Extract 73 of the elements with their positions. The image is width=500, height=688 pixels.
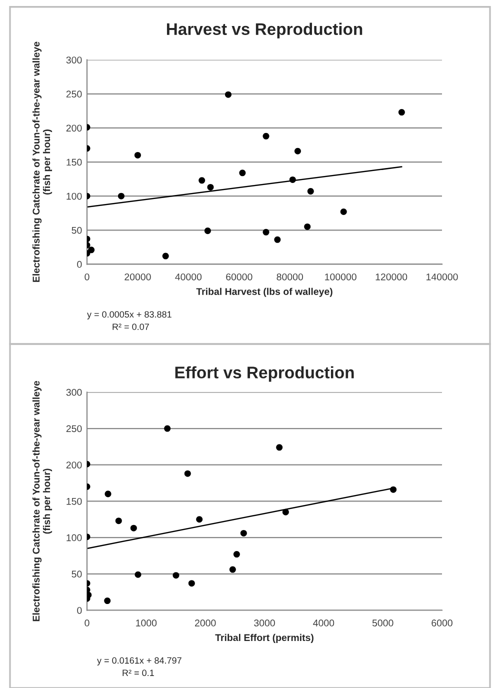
- y-tick-label: 250: [66, 425, 82, 432]
- point: [104, 598, 111, 604]
- text: R² = 0.1: [122, 670, 154, 676]
- point: [276, 444, 283, 451]
- y-tick-label: 100: [66, 534, 82, 542]
- point: [204, 228, 211, 234]
- point: [262, 132, 270, 140]
- y-tick-label: 150: [66, 158, 82, 166]
- x-tick-label: 1000: [136, 620, 157, 626]
- y-tick-label: 0: [77, 260, 82, 268]
- x-axis-title: Tribal Harvest (lbs of walleye): [196, 288, 332, 297]
- point: [398, 109, 405, 116]
- x-tick-label: 20000: [124, 273, 151, 280]
- point: [88, 246, 95, 254]
- point: [240, 530, 247, 536]
- point: [229, 566, 236, 573]
- y-tick-label: 50: [72, 226, 82, 234]
- x-tick-label: 4000: [313, 620, 334, 626]
- x-tick-label: 120000: [376, 273, 408, 280]
- text: y = 0.0005x + 83.881: [87, 311, 172, 320]
- y-tick-label: 100: [66, 192, 82, 200]
- y-tick-label: 0: [77, 606, 82, 614]
- point: [134, 152, 141, 158]
- point: [130, 524, 137, 532]
- point: [207, 184, 214, 190]
- x-tick-label: 60000: [226, 273, 252, 280]
- x-tick-label: 0: [84, 620, 90, 626]
- x-tick-label: 40000: [175, 273, 202, 280]
- point: [104, 490, 112, 498]
- point: [304, 223, 311, 230]
- point: [233, 551, 240, 558]
- point: [118, 192, 124, 200]
- y-tick-label: 300: [66, 388, 82, 396]
- x-tick-label: 0: [84, 273, 90, 280]
- text: R² = 0.07: [112, 324, 149, 330]
- point: [164, 425, 171, 432]
- y-tick-label: 50: [72, 570, 82, 578]
- x-tick-label: 3000: [254, 620, 275, 626]
- x-tick-label: 80000: [276, 273, 303, 280]
- point: [282, 508, 289, 516]
- x-tick-label: 5000: [372, 620, 394, 626]
- point: [188, 580, 195, 587]
- point: [196, 516, 203, 523]
- point: [262, 228, 270, 236]
- point: [289, 176, 296, 183]
- y-tick-label: 150: [66, 498, 82, 505]
- point: [390, 486, 397, 493]
- point: [307, 188, 314, 195]
- point: [172, 572, 180, 579]
- x-tick-label: 6000: [432, 620, 452, 626]
- y-tick-label: 200: [66, 124, 82, 132]
- y-tick-label: 200: [66, 462, 82, 468]
- point: [239, 170, 246, 176]
- chart-title: Effort vs Reproduction: [175, 366, 354, 382]
- point: [224, 91, 232, 98]
- point: [294, 148, 301, 154]
- point: [162, 252, 169, 260]
- y-axis-title: Electrofishing Catchrate of Youn-of-the-year walleye (fish per hour): [32, 380, 52, 622]
- x-axis-title: Tribal Effort (permits): [215, 634, 314, 643]
- y-axis-title: Electrofishing Catchrate of Youn-of-the-year walleye (fish per hour): [32, 42, 52, 282]
- point: [340, 208, 347, 216]
- x-tick-label: 2000: [195, 620, 216, 626]
- point: [134, 571, 142, 578]
- x-tick-label: 100000: [325, 273, 356, 280]
- y-tick-label: 250: [66, 90, 82, 98]
- point: [184, 470, 191, 477]
- chart-title: Harvest vs Reproduction: [166, 22, 362, 38]
- x-tick-label: 140000: [426, 273, 458, 280]
- point: [115, 518, 122, 524]
- point: [274, 236, 281, 243]
- point: [198, 177, 206, 184]
- text: y = 0.0161x + 84.797: [97, 657, 182, 666]
- y-tick-label: 300: [66, 56, 82, 64]
